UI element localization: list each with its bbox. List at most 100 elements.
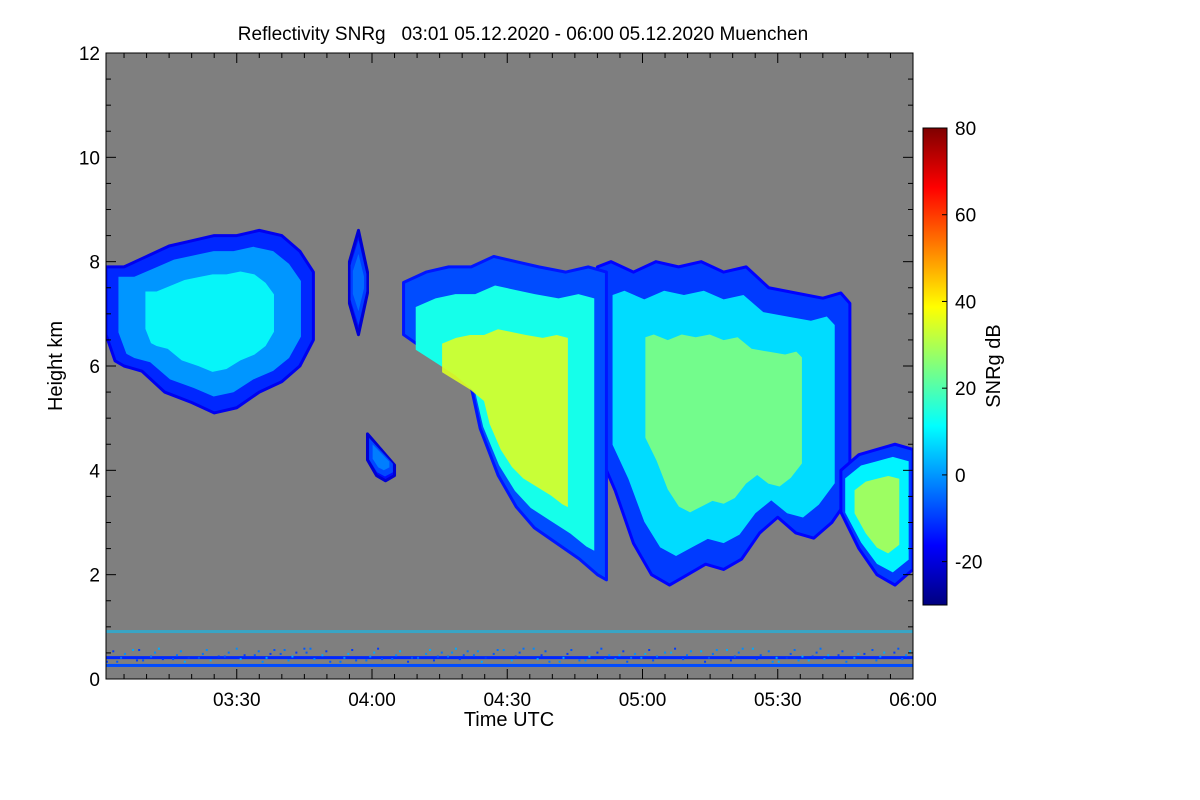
clutter-speck (309, 647, 312, 650)
clutter-speck (425, 652, 428, 655)
clutter-speck (514, 655, 517, 658)
y-tick-label: 6 (89, 357, 100, 378)
clutter-speck (291, 655, 294, 658)
clutter-speck (365, 659, 368, 662)
clutter-speck (648, 649, 651, 652)
clutter-speck (347, 652, 350, 655)
clutter-speck (729, 659, 732, 662)
ground-clutter-layer (106, 630, 913, 667)
clutter-speck (175, 654, 178, 657)
clutter-speck (883, 651, 886, 654)
colorbar: -20 0 20 40 60 80 SNRg dB (922, 119, 1005, 606)
clutter-speck (801, 655, 804, 658)
clutter-speck (476, 650, 479, 653)
clutter-speck (303, 647, 306, 650)
x-axis-label: Time UTC (464, 709, 554, 731)
clutter-speck (484, 656, 487, 659)
clutter-band-2 (106, 630, 913, 634)
clutter-speck (116, 660, 119, 663)
clutter-speck (432, 659, 435, 662)
clutter-speck (472, 654, 475, 657)
clutter-speck (395, 654, 398, 657)
clutter-speck (410, 656, 413, 659)
clutter-speck (819, 647, 822, 650)
clutter-speck (845, 660, 848, 663)
echo-core-cloud-03h (145, 271, 274, 372)
clutter-speck (120, 656, 123, 659)
clutter-speck (343, 656, 346, 659)
clutter-speck (670, 651, 673, 654)
clutter-speck (112, 650, 115, 653)
clutter-speck (544, 650, 547, 653)
clutter-speck (209, 659, 212, 662)
clutter-speck (106, 660, 108, 663)
x-tick-label: 06:00 (889, 690, 937, 711)
clutter-speck (135, 659, 138, 662)
clutter-speck (857, 652, 860, 655)
clutter-speck (562, 656, 565, 659)
y-tick-label: 12 (79, 44, 100, 65)
clutter-speck (313, 658, 316, 661)
clutter-speck (588, 655, 591, 658)
clutter-speck (447, 655, 450, 658)
clutter-speck (243, 654, 246, 657)
y-tick-label: 0 (89, 670, 100, 691)
clutter-speck (725, 649, 728, 652)
clutter-speck (578, 659, 581, 662)
clutter-speck (733, 655, 736, 658)
clutter-speck (269, 652, 272, 655)
clutter-speck (417, 656, 420, 659)
clutter-speck (737, 651, 740, 654)
clutter-speck (755, 658, 758, 661)
x-tick-label: 04:30 (483, 690, 531, 711)
clutter-speck (532, 647, 535, 650)
clutter-speck (279, 652, 282, 655)
clutter-speck (187, 656, 190, 659)
clutter-speck (793, 649, 796, 652)
colorbar-tick-label: 80 (955, 119, 976, 140)
clutter-band-1 (106, 656, 913, 660)
y-tick-label: 8 (89, 253, 100, 274)
clutter-speck (775, 656, 778, 659)
y-tick-label: 2 (89, 566, 100, 587)
echo-regions-layer (106, 228, 913, 587)
clutter-speck (201, 652, 204, 655)
clutter-speck (305, 651, 308, 654)
clutter-speck (622, 650, 625, 653)
clutter-speck (150, 655, 153, 658)
echo-cloud-0430 (402, 254, 608, 582)
clutter-speck (381, 658, 384, 661)
x-tick-label: 05:30 (754, 690, 802, 711)
clutter-speck (436, 655, 439, 658)
clutter-speck (227, 651, 230, 654)
clutter-speck (124, 652, 127, 655)
clutter-speck (704, 660, 707, 663)
echo-core-cloud-0430 (442, 329, 568, 508)
clutter-speck (707, 656, 710, 659)
clutter-speck (265, 656, 268, 659)
clutter-speck (626, 660, 629, 663)
echo-cloud-tail (839, 442, 913, 587)
clutter-speck (614, 658, 617, 661)
colorbar-tick-label: 20 (955, 379, 976, 400)
clutter-speck (496, 649, 499, 652)
colorbar-tick-label: 0 (955, 466, 966, 487)
clutter-speck (837, 654, 840, 657)
clutter-speck (492, 652, 495, 655)
echo-core-fragment-0352 (352, 253, 365, 312)
y-axis-label: Height km (45, 321, 67, 411)
clutter-speck (287, 659, 290, 662)
clutter-speck (283, 649, 286, 652)
clutter-speck (807, 659, 810, 662)
clutter-speck (584, 659, 587, 662)
clutter-speck (161, 658, 164, 661)
x-axis: 03:30 04:00 04:30 05:00 05:30 06:00 (123, 53, 937, 711)
clutter-speck (518, 651, 521, 654)
x-tick-label: 04:00 (348, 690, 396, 711)
clutter-speck (682, 658, 685, 661)
clutter-speck (458, 658, 461, 661)
clutter-speck (510, 659, 513, 662)
x-tick-label: 05:00 (619, 690, 667, 711)
clutter-speck (540, 654, 543, 657)
